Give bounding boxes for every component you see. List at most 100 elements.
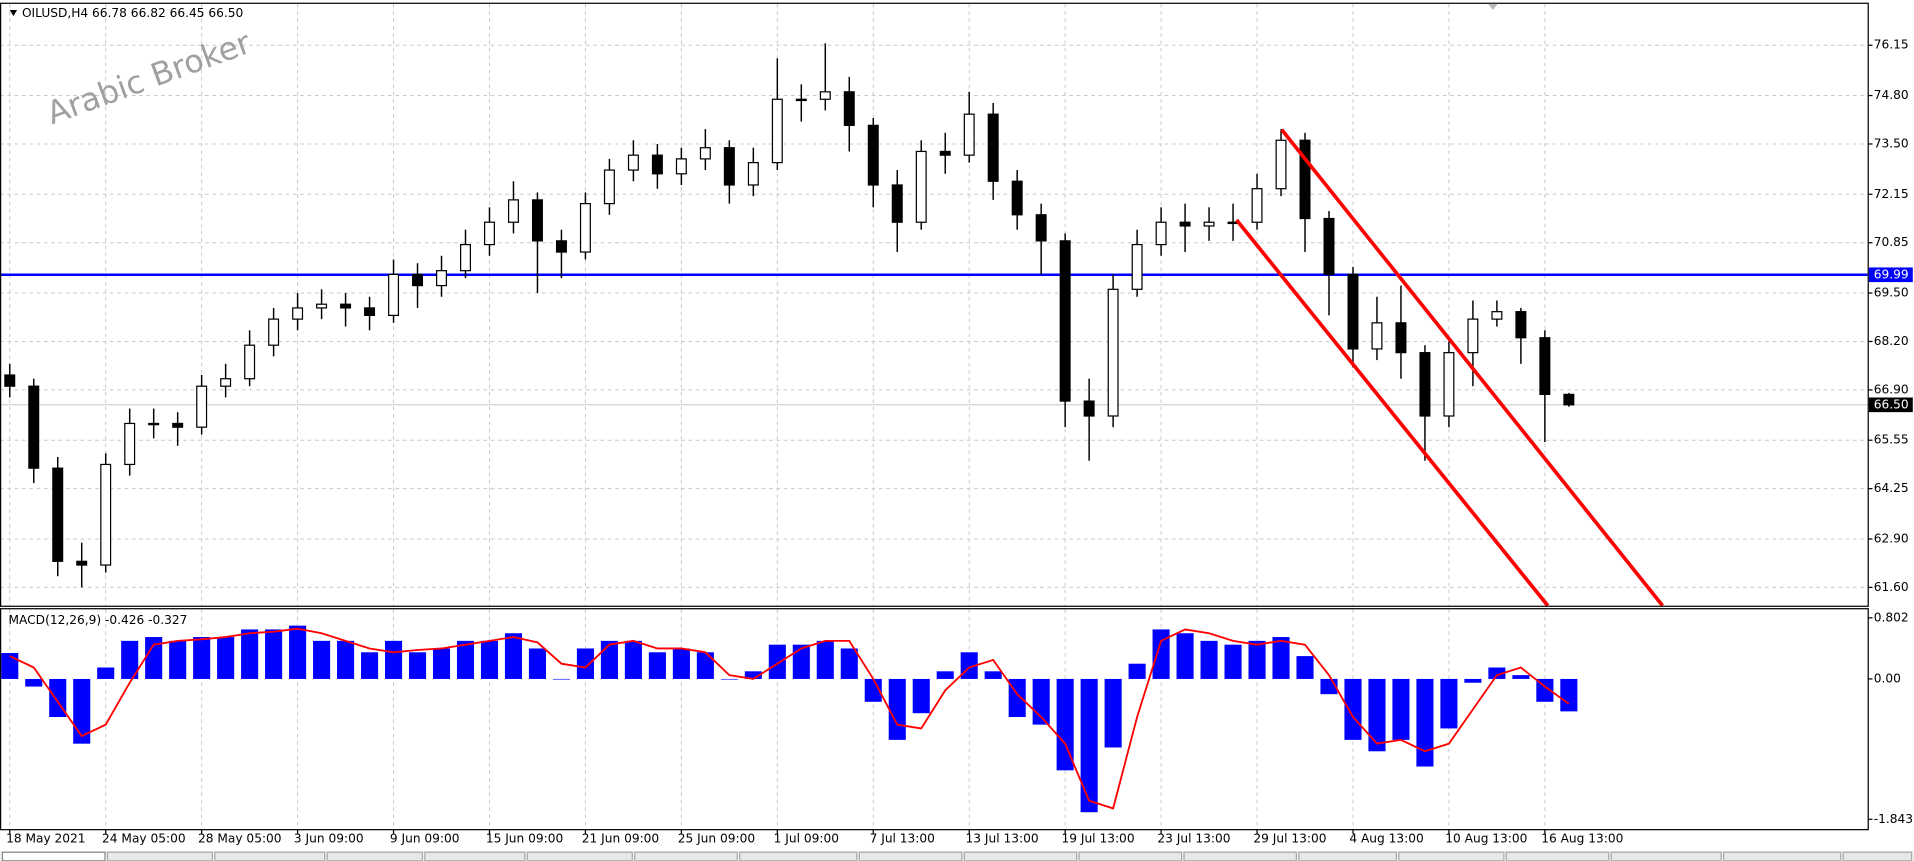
candle-body [747,162,759,186]
x-tick-label: 28 May 05:00 [198,831,282,845]
x-tick-label: 3 Jun 09:00 [294,831,364,845]
x-tick-label: 15 Jun 09:00 [486,831,563,845]
tab[interactable] [1722,851,1842,861]
tab[interactable] [1183,851,1297,861]
tab[interactable] [106,851,214,861]
candle-body [699,147,711,160]
y-tick-label: 73.50 [1874,136,1909,150]
tab[interactable] [1505,851,1610,861]
tab[interactable] [1298,851,1398,861]
tab-bar [0,851,1914,861]
tab[interactable] [526,851,633,861]
macd-bar [73,678,91,744]
tab[interactable] [326,851,423,861]
candle-body [460,243,471,272]
candle-body [1539,337,1551,395]
y-tick-label: 65.55 [1874,433,1909,447]
candle-body [1131,243,1143,290]
tab[interactable] [1610,851,1722,861]
macd-bar [97,667,115,679]
x-tick-label: 18 May 2021 [6,831,85,845]
macd-bar [888,678,906,740]
macd-bar [1128,663,1146,679]
tab[interactable] [1,851,106,861]
tab[interactable] [214,851,326,861]
candle-body [100,463,112,566]
macd-bar [1224,644,1242,679]
macd-bar [193,637,211,679]
candle-body [891,184,903,223]
macd-bar [984,671,1002,679]
tab[interactable] [739,851,858,861]
candle-body [316,303,328,309]
marks-layer [0,43,1868,813]
tab[interactable] [1078,851,1183,861]
x-tick-label: 24 May 05:00 [102,831,186,845]
y-tick-label: 0.00 [1874,671,1901,685]
candle-body [1275,139,1287,190]
tab[interactable] [634,851,738,861]
candle-body [1059,240,1071,402]
macd-bar [1536,678,1554,702]
candle-body [1203,221,1215,227]
y-tick-label: 72.15 [1874,187,1909,201]
candle-body [1323,217,1335,276]
candle-body [819,91,831,100]
x-tick-label: 13 Jul 13:00 [966,831,1039,845]
chart-header: OILUSD,H4 66.78 66.82 66.45 66.50 [22,6,243,20]
candle-body [1395,322,1407,354]
candle-body [124,422,136,466]
y-tick-label: 64.25 [1874,481,1909,495]
macd-bar [696,652,714,679]
candle-body [1107,288,1119,417]
channel-line [1235,218,1550,607]
y-tick-label: 66.90 [1874,382,1909,396]
macd-bar [624,640,642,679]
y-tick-label: 61.60 [1874,580,1909,594]
candle-body [148,422,160,426]
macd-frame [0,608,1869,831]
macd-bar [289,625,307,679]
macd-bar [313,640,331,679]
macd-bar [1464,678,1482,683]
candle-body [963,113,975,156]
tab[interactable] [858,851,963,861]
macd-bar [1296,656,1314,679]
candle-body [483,221,495,246]
candle-body [1035,214,1047,242]
candle-body [1179,221,1191,227]
price-label-box [1868,397,1913,413]
main-frame [0,2,1869,607]
macd-bar [552,678,570,680]
macd-header: MACD(12,26,9) -0.426 -0.327 [9,613,188,627]
candle-body [531,199,543,242]
menu-icon[interactable] [9,9,18,17]
macd-bar [1104,678,1122,748]
candle-body [1443,352,1455,417]
macd-bar [840,648,858,679]
macd-bar [1368,678,1386,752]
candle-body [915,150,927,223]
candle-body [795,98,807,102]
macd-bar [768,644,786,679]
macd-bar [1,653,19,679]
x-tick-label: 1 Jul 09:00 [774,831,839,845]
macd-bar [265,629,283,679]
tab[interactable] [424,851,526,861]
candle-body [507,199,519,223]
price-label: 66.50 [1874,397,1909,411]
macd-bar [504,633,523,679]
candle-body [627,154,639,171]
y-tick-label: 70.85 [1874,235,1909,249]
tab[interactable] [1398,851,1505,861]
candle-body [843,91,855,126]
candle-body [1011,180,1023,216]
macd-bar [145,637,163,679]
candle-body [196,385,208,428]
macd-bar [1440,678,1458,729]
macd-bar [864,678,882,702]
tab[interactable] [1842,851,1913,861]
tab[interactable] [963,851,1078,861]
